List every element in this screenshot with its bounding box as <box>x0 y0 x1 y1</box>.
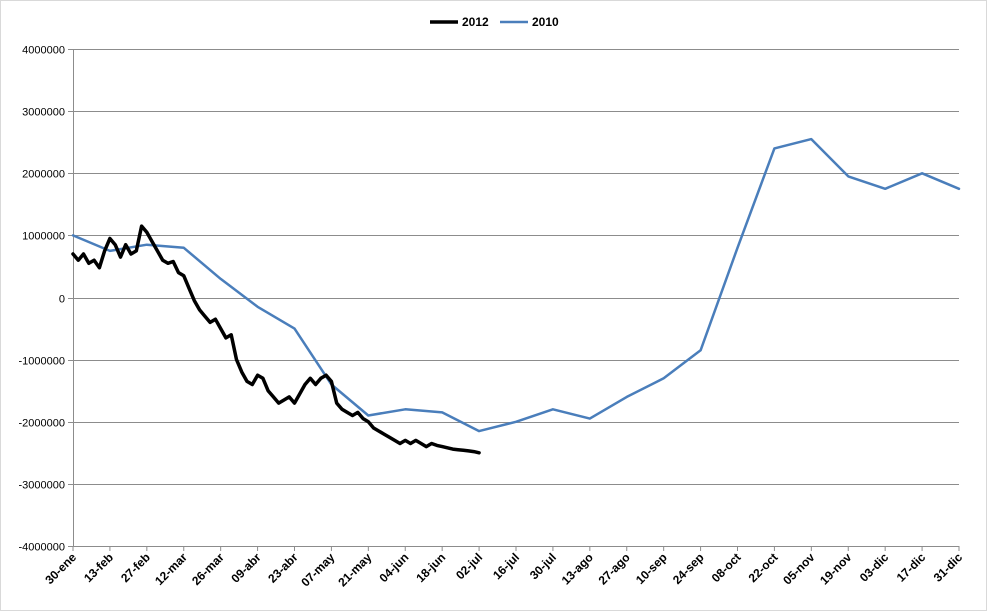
y-tick-label: 1000000 <box>22 231 65 243</box>
legend-label-2012: 2012 <box>462 15 489 29</box>
series-line-2012 <box>71 224 481 455</box>
y-tick-label: 3000000 <box>22 107 65 119</box>
y-tick-label: -2000000 <box>19 418 66 430</box>
y-tick-label: 4000000 <box>22 45 65 57</box>
y-tick-label: 2000000 <box>22 169 65 181</box>
legend-label-2010: 2010 <box>532 15 559 29</box>
series-line-2010 <box>71 137 961 433</box>
y-tick-label: -3000000 <box>19 480 66 492</box>
y-tick-label: 0 <box>59 294 65 306</box>
y-tick-label: -1000000 <box>19 356 66 368</box>
y-tick-label: -4000000 <box>19 542 66 554</box>
